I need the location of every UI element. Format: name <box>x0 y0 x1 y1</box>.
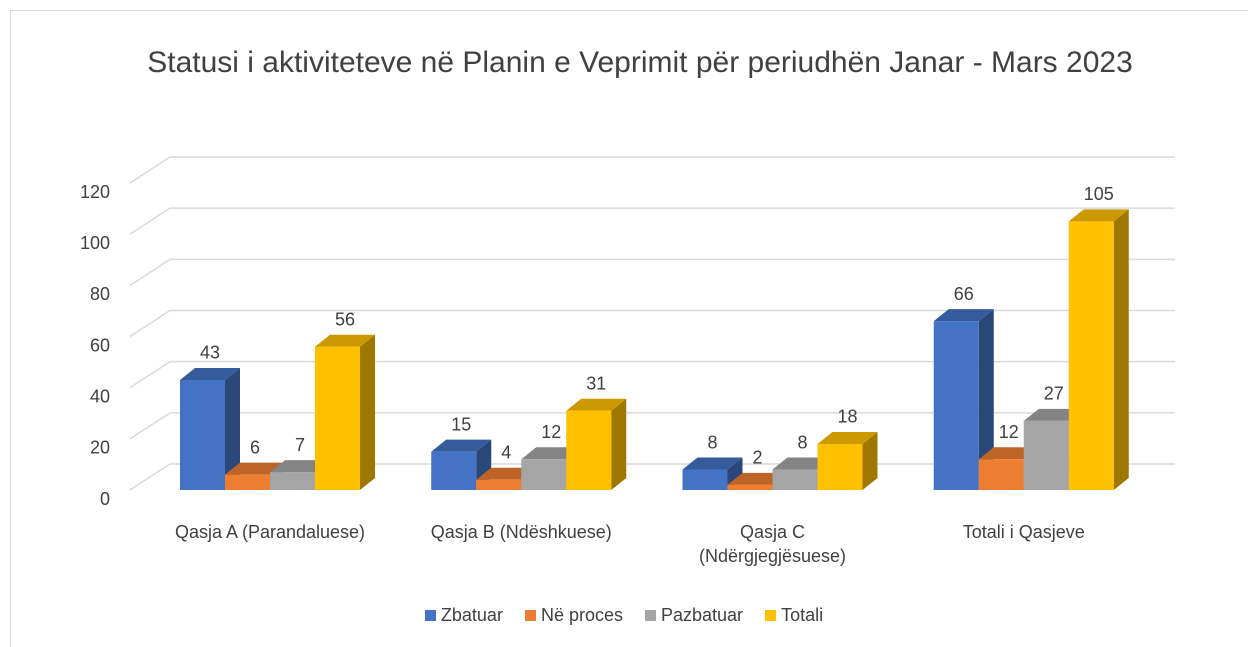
bar-top <box>225 462 285 475</box>
bar-top <box>682 457 743 470</box>
bar <box>727 484 773 490</box>
legend-item: Pazbatuar <box>645 605 743 626</box>
grid-line <box>129 309 1175 338</box>
bar-side <box>1113 209 1129 490</box>
legend-swatch <box>765 610 777 621</box>
bar <box>933 321 979 490</box>
data-label: 66 <box>954 284 974 304</box>
grid-line <box>129 156 1175 184</box>
y-tick-label: 40 <box>90 386 110 406</box>
legend: Zbatuar Në proces Pazbatuar Totali <box>0 605 1248 626</box>
bar-side <box>978 309 994 490</box>
y-tick-label: 80 <box>90 284 110 304</box>
y-tick-label: 100 <box>80 233 110 253</box>
data-label: 6 <box>250 437 260 457</box>
chart-title: Statusi i aktiviteteve në Planin e Vepri… <box>147 46 1133 79</box>
bar-top <box>566 398 627 411</box>
grid-line <box>129 360 1175 389</box>
legend-item: Zbatuar <box>424 605 503 626</box>
chart-frame <box>10 10 1248 647</box>
y-tick-label: 0 <box>100 489 110 509</box>
data-label: 12 <box>999 422 1019 442</box>
x-tick-label: Qasja B (Ndëshkuese) <box>430 522 612 542</box>
bar <box>978 459 1024 490</box>
bar <box>682 469 728 490</box>
bar-top <box>817 431 878 444</box>
x-tick-label: Qasja A (Parandaluese) <box>174 522 366 542</box>
data-label: 105 <box>1084 184 1114 204</box>
bar-side <box>360 334 375 490</box>
legend-label: Totali <box>781 605 824 625</box>
bar <box>521 459 567 490</box>
bar <box>180 379 225 490</box>
bar <box>431 451 477 490</box>
data-label: 18 <box>837 407 857 427</box>
legend-label: Në proces <box>540 605 623 625</box>
legend-label: Pazbatuar <box>661 605 744 625</box>
bar <box>225 474 270 490</box>
bar-side <box>225 367 240 490</box>
legend-swatch <box>645 610 656 621</box>
data-label: 27 <box>1044 384 1064 404</box>
legend-swatch <box>524 610 536 621</box>
bar-side <box>862 431 878 490</box>
data-label: 8 <box>797 432 807 452</box>
bar <box>1023 420 1069 490</box>
data-label: 43 <box>200 343 220 363</box>
bar <box>566 410 612 490</box>
bar-top <box>180 367 240 380</box>
bar <box>270 472 315 490</box>
data-label: 8 <box>707 432 717 452</box>
bar <box>817 443 863 490</box>
x-tick-label: Totali i Qasjeve <box>962 522 1085 542</box>
bar-top <box>1068 209 1129 222</box>
data-label: 31 <box>586 373 606 393</box>
data-label: 2 <box>752 448 762 468</box>
legend-label: Zbatuar <box>440 605 503 625</box>
bar-top <box>431 439 492 452</box>
bar-side <box>611 398 627 490</box>
data-label: 7 <box>295 435 305 455</box>
data-label: 56 <box>335 309 355 329</box>
data-label: 4 <box>501 443 511 463</box>
grid-line <box>129 412 1175 440</box>
legend-swatch <box>424 610 436 621</box>
grid-line <box>129 207 1175 235</box>
data-label: 12 <box>541 422 561 442</box>
bar <box>315 346 360 490</box>
data-label: 15 <box>451 414 471 434</box>
legend-item: Në proces <box>524 605 623 626</box>
bar-top <box>933 309 994 322</box>
bar <box>476 479 522 490</box>
bar <box>772 469 818 490</box>
grid-line <box>129 258 1175 286</box>
y-tick-label: 20 <box>90 438 110 458</box>
y-tick-label: 120 <box>80 182 110 202</box>
legend-item: Totali <box>765 605 823 626</box>
bar-top <box>315 334 375 347</box>
bar <box>1068 221 1114 490</box>
x-tick-label: Qasja C (Ndërgjegjësuese) <box>698 522 847 566</box>
y-tick-label: 60 <box>90 335 110 355</box>
